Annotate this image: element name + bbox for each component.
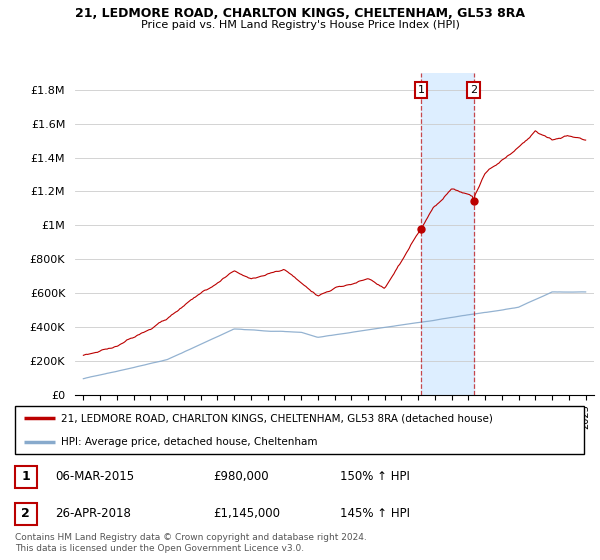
- FancyBboxPatch shape: [15, 406, 584, 454]
- FancyBboxPatch shape: [15, 465, 37, 488]
- Text: Contains HM Land Registry data © Crown copyright and database right 2024.
This d: Contains HM Land Registry data © Crown c…: [15, 533, 367, 553]
- Text: £1,145,000: £1,145,000: [214, 507, 281, 520]
- Text: 26-APR-2018: 26-APR-2018: [55, 507, 131, 520]
- Text: 2: 2: [22, 507, 30, 520]
- Text: £980,000: £980,000: [214, 470, 269, 483]
- Text: 21, LEDMORE ROAD, CHARLTON KINGS, CHELTENHAM, GL53 8RA: 21, LEDMORE ROAD, CHARLTON KINGS, CHELTE…: [75, 7, 525, 20]
- Bar: [421, 73, 474, 395]
- Text: 21, LEDMORE ROAD, CHARLTON KINGS, CHELTENHAM, GL53 8RA (detached house): 21, LEDMORE ROAD, CHARLTON KINGS, CHELTE…: [61, 413, 493, 423]
- Text: 145% ↑ HPI: 145% ↑ HPI: [340, 507, 410, 520]
- FancyBboxPatch shape: [15, 503, 37, 525]
- Text: 150% ↑ HPI: 150% ↑ HPI: [340, 470, 410, 483]
- Text: 2: 2: [470, 85, 478, 95]
- Text: 1: 1: [418, 85, 425, 95]
- Text: HPI: Average price, detached house, Cheltenham: HPI: Average price, detached house, Chel…: [61, 436, 317, 446]
- Text: 06-MAR-2015: 06-MAR-2015: [55, 470, 134, 483]
- Text: 1: 1: [22, 470, 30, 483]
- Text: Price paid vs. HM Land Registry's House Price Index (HPI): Price paid vs. HM Land Registry's House …: [140, 20, 460, 30]
